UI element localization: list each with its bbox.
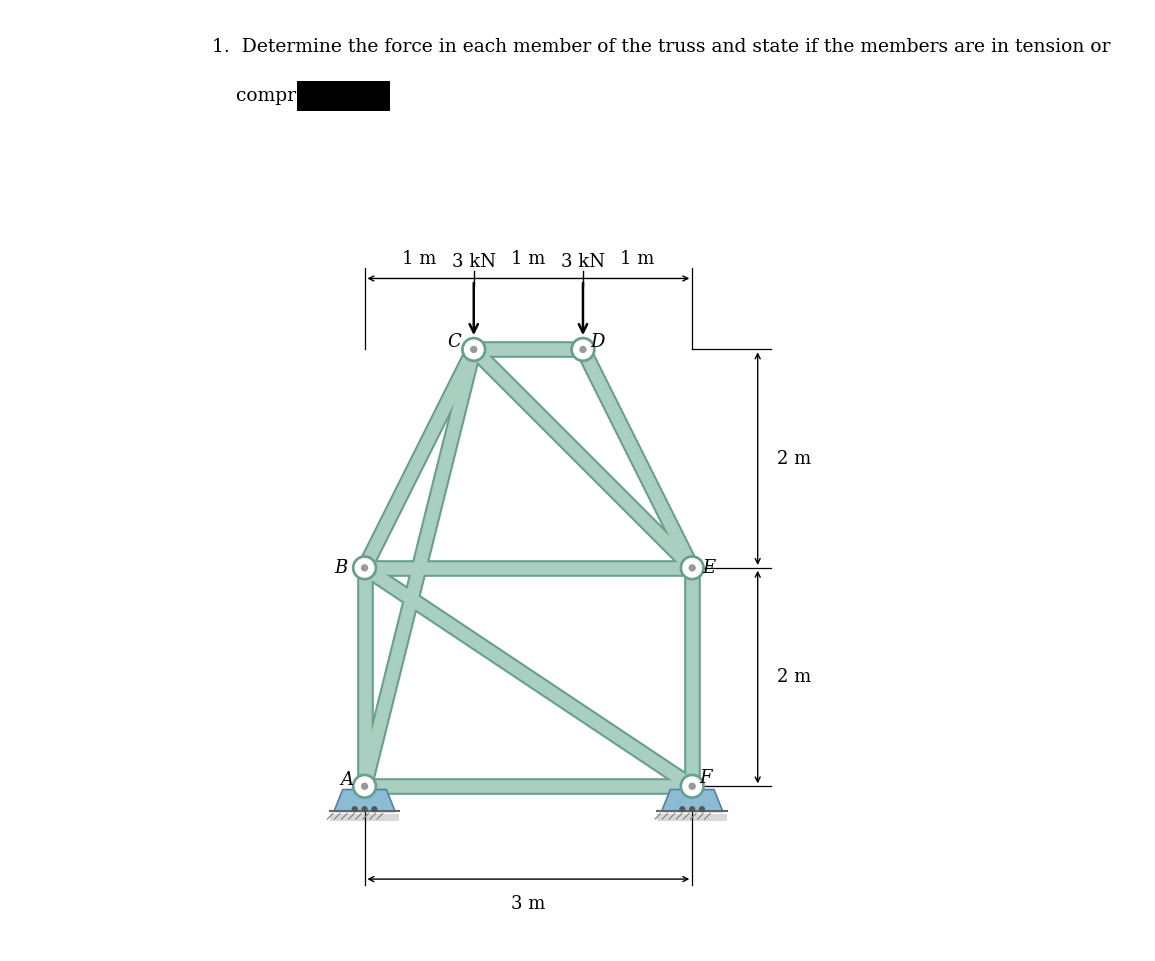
Text: 2 m: 2 m bbox=[777, 668, 812, 686]
Text: 3 m: 3 m bbox=[512, 896, 545, 914]
Circle shape bbox=[464, 340, 483, 358]
Circle shape bbox=[680, 555, 705, 579]
Polygon shape bbox=[329, 814, 400, 822]
Text: C: C bbox=[447, 333, 461, 351]
Text: 2 m: 2 m bbox=[777, 450, 812, 468]
Circle shape bbox=[356, 777, 374, 796]
Bar bbox=[297, 81, 389, 111]
Text: 3 kN: 3 kN bbox=[561, 254, 605, 271]
Circle shape bbox=[688, 783, 695, 790]
Text: E: E bbox=[702, 559, 715, 577]
Circle shape bbox=[362, 783, 367, 790]
Circle shape bbox=[690, 807, 694, 812]
Circle shape bbox=[358, 780, 371, 792]
Circle shape bbox=[680, 807, 685, 812]
Text: 1 m: 1 m bbox=[512, 250, 545, 267]
Circle shape bbox=[363, 807, 367, 812]
Circle shape bbox=[362, 565, 367, 571]
Circle shape bbox=[580, 347, 586, 353]
Text: D: D bbox=[590, 333, 604, 351]
Circle shape bbox=[574, 340, 593, 358]
Text: B: B bbox=[334, 559, 348, 577]
Text: 1 m: 1 m bbox=[620, 250, 655, 267]
Circle shape bbox=[680, 775, 705, 799]
Text: compression.: compression. bbox=[211, 87, 362, 106]
Polygon shape bbox=[334, 790, 395, 811]
Circle shape bbox=[362, 783, 367, 789]
Circle shape bbox=[690, 565, 695, 571]
Circle shape bbox=[352, 555, 377, 579]
Text: 1.  Determine the force in each member of the truss and state if the members are: 1. Determine the force in each member of… bbox=[211, 38, 1110, 57]
Polygon shape bbox=[662, 790, 723, 811]
Circle shape bbox=[372, 807, 377, 812]
Text: 3 kN: 3 kN bbox=[452, 254, 495, 271]
Circle shape bbox=[571, 337, 595, 361]
Polygon shape bbox=[657, 814, 728, 822]
Circle shape bbox=[686, 780, 698, 792]
Circle shape bbox=[690, 783, 695, 789]
Circle shape bbox=[352, 775, 377, 799]
Circle shape bbox=[352, 807, 357, 812]
Circle shape bbox=[683, 558, 701, 578]
Circle shape bbox=[462, 337, 486, 361]
Text: A: A bbox=[341, 771, 353, 789]
Circle shape bbox=[683, 777, 701, 796]
Circle shape bbox=[356, 558, 374, 578]
Text: 1 m: 1 m bbox=[402, 250, 437, 267]
Circle shape bbox=[700, 807, 705, 812]
Text: F: F bbox=[699, 769, 711, 786]
Circle shape bbox=[471, 347, 477, 353]
